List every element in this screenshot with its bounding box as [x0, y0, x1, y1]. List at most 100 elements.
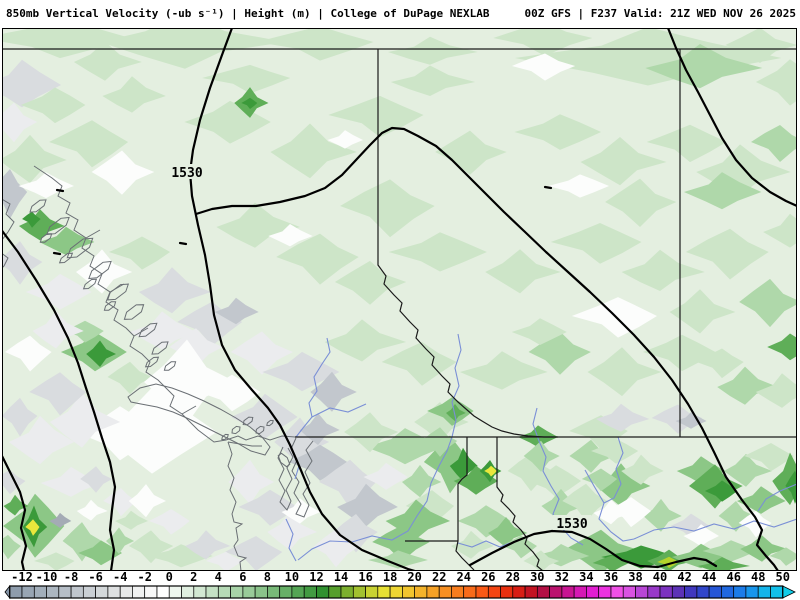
colorbar-cell: [438, 585, 452, 599]
velocity-fill-blob: [34, 552, 75, 571]
velocity-fill-blob: [511, 318, 567, 345]
island-coastline: [103, 301, 117, 311]
island-coastline: [123, 304, 145, 320]
velocity-fill-blob: [514, 28, 782, 86]
colorbar-cell: [217, 585, 231, 599]
velocity-fill-blob: [421, 427, 458, 457]
velocity-fill-blob: [587, 347, 662, 397]
border-line: [377, 49, 558, 438]
velocity-fill-blob: [169, 328, 223, 368]
coastline-layer: [2, 165, 314, 571]
velocity-fill-blob: [751, 125, 797, 162]
colorbar-cell: [463, 585, 477, 599]
colorbar-cell: [316, 585, 330, 599]
velocity-fill-blob: [446, 403, 466, 422]
velocity-fill-blob: [484, 465, 497, 477]
velocity-fill-blob: [541, 488, 585, 522]
island-coastline: [106, 283, 130, 301]
model-run-valid-time: 00Z GFS | F237 Valid: 21Z WED NOV 26 202…: [524, 7, 796, 20]
velocity-fill-blob: [767, 333, 797, 361]
colorbar-cell: [181, 585, 195, 599]
product-title: 850mb Vertical Velocity (-ub s⁻¹) | Heig…: [6, 7, 490, 20]
velocity-fill-blob: [268, 224, 313, 247]
velocity-fill-blob: [669, 289, 736, 334]
contour-fragment: [178, 241, 188, 246]
velocity-fill-blob: [288, 444, 348, 481]
velocity-fill-blob: [755, 373, 797, 408]
colorbar-cell: [279, 585, 293, 599]
velocity-fill-blob: [206, 551, 244, 571]
colorbar-cell: [193, 585, 207, 599]
colorbar-cell: [340, 585, 354, 599]
colorbar-cell: [303, 585, 317, 599]
velocity-fill-blob: [683, 524, 719, 547]
colorbar-cell: [352, 585, 366, 599]
velocity-fill-blob: [40, 466, 103, 497]
colorbar-tick-label: 16: [358, 570, 372, 584]
colorbar-cell: [377, 585, 391, 599]
colorbar-tick-label: -8: [64, 570, 78, 584]
velocity-fill-blob: [621, 249, 705, 291]
velocity-fill-blob: [270, 123, 357, 179]
colorbar-cell: [95, 585, 109, 599]
colorbar-cell: [82, 585, 96, 599]
velocity-fill-blob: [367, 550, 428, 569]
island-coastline: [163, 361, 177, 371]
velocity-fill-blob: [49, 512, 72, 528]
velocity-fill-blob: [405, 490, 455, 525]
velocity-fill-blob: [333, 514, 378, 553]
velocity-fill-blob: [435, 130, 507, 175]
colorbar-cell: [573, 585, 587, 599]
colorbar-tick-label: 46: [726, 570, 740, 584]
colorbar-tick-label: 42: [677, 570, 691, 584]
colorbar-left-arrow: [4, 584, 11, 600]
velocity-fill-blob: [571, 297, 657, 338]
velocity-fill-blob: [274, 417, 330, 467]
coastline: [181, 405, 197, 415]
velocity-fill-blob: [580, 137, 667, 186]
colorbar-cell: [586, 585, 600, 599]
velocity-fill-blob: [739, 278, 797, 328]
colorbar-cell: [205, 585, 219, 599]
contour-fragment: [55, 188, 65, 193]
height-contour-1530: [194, 126, 780, 571]
border-layer: [2, 48, 797, 571]
colorbar-tick-label: 0: [166, 570, 173, 584]
colorbar-cell: [451, 585, 465, 599]
island-coastline: [266, 419, 274, 427]
velocity-fill-blob: [91, 150, 155, 195]
colorbar-tick-label: 6: [239, 570, 246, 584]
velocity-fill-blob: [2, 28, 130, 59]
contour-label-halo: [553, 515, 591, 530]
velocity-fill-blob: [562, 483, 608, 522]
colorbar-tick-label: -2: [137, 570, 151, 584]
velocity-fill-blob: [344, 412, 399, 453]
velocity-fill-blob: [527, 465, 582, 498]
colorbar-cell: [414, 585, 428, 599]
contour-label: 1530: [556, 517, 587, 532]
velocity-fill-blob: [2, 102, 38, 143]
height-contour-1530: [188, 28, 417, 571]
colorbar-cell: [512, 585, 526, 599]
velocity-fill-blob: [561, 529, 643, 571]
velocity-fill-blob: [685, 228, 769, 280]
velocity-fill-blob: [550, 223, 642, 264]
velocity-fill-blob: [744, 443, 794, 472]
velocity-fill-blob: [591, 438, 639, 464]
velocity-fill-blob: [769, 547, 797, 566]
contour-label: 1530: [171, 166, 202, 181]
velocity-fill-blob: [372, 525, 430, 562]
coastline: [227, 441, 248, 571]
velocity-fill-blob: [581, 468, 618, 492]
island-coastline: [66, 237, 94, 259]
colorbar-tick-label: 28: [506, 570, 520, 584]
colorbar-cell: [610, 585, 624, 599]
velocity-fill-blob: [115, 510, 148, 530]
velocity-fill-blob: [453, 465, 498, 495]
coastline: [277, 446, 294, 511]
map-frame: [2, 28, 797, 571]
colorbar-tick-label: 36: [604, 570, 618, 584]
colorbar-cell: [58, 585, 72, 599]
colorbar-cell: [757, 585, 771, 599]
colorbar-tick-label: 40: [653, 570, 667, 584]
